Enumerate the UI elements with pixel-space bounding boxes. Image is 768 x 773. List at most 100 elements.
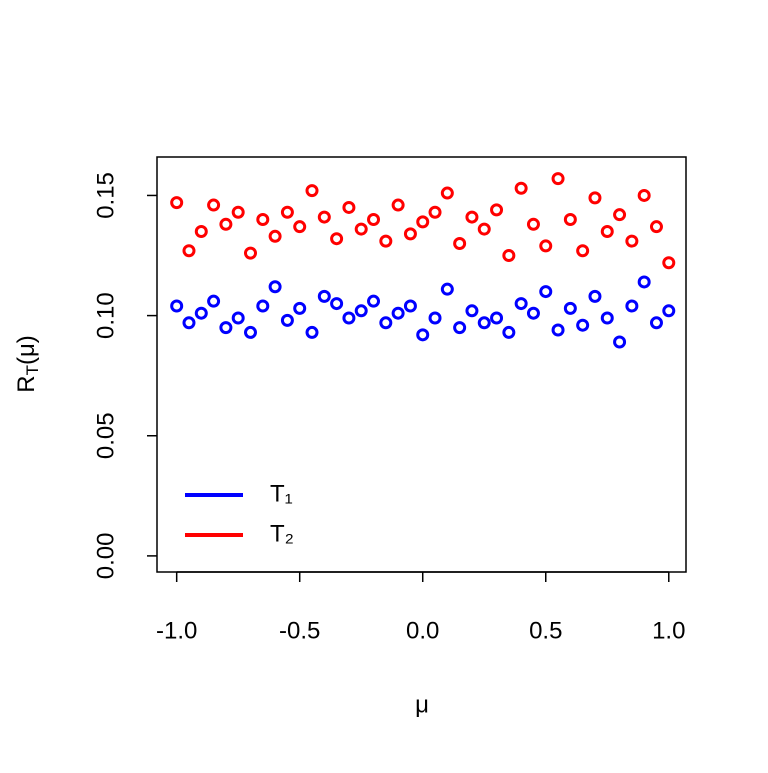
point	[207, 294, 221, 308]
point	[367, 294, 381, 308]
point	[539, 285, 553, 299]
y-tick-label: 0.00	[92, 533, 119, 580]
point	[416, 328, 430, 342]
point	[588, 191, 602, 205]
y-tick-label: 0.10	[92, 292, 119, 339]
legend-label: T₁	[270, 480, 293, 507]
point	[600, 311, 614, 325]
point	[342, 200, 356, 214]
point	[391, 198, 405, 212]
point	[379, 234, 393, 248]
point	[662, 304, 676, 318]
point	[342, 311, 356, 325]
point	[625, 299, 639, 313]
point	[330, 297, 344, 311]
point	[317, 289, 331, 303]
point	[637, 188, 651, 202]
point	[367, 212, 381, 226]
point	[649, 220, 663, 234]
point	[231, 311, 245, 325]
point	[649, 316, 663, 330]
point	[268, 280, 282, 294]
y-label-sub: T	[23, 365, 42, 375]
point	[182, 244, 196, 258]
point	[502, 325, 516, 339]
point	[637, 275, 651, 289]
y-tick-label: 0.15	[92, 172, 119, 219]
point	[170, 299, 184, 313]
point	[268, 229, 282, 243]
point	[551, 172, 565, 186]
point	[170, 196, 184, 210]
point	[317, 210, 331, 224]
point	[563, 301, 577, 315]
point	[440, 186, 454, 200]
y-axis-label: RT(μ)	[13, 335, 42, 393]
point	[465, 210, 479, 224]
point	[243, 325, 257, 339]
point	[416, 215, 430, 229]
point	[514, 297, 528, 311]
plot-frame	[156, 156, 687, 573]
point	[354, 304, 368, 318]
y-tick-label: 0.05	[92, 412, 119, 459]
point	[613, 208, 627, 222]
point	[194, 306, 208, 320]
point	[207, 198, 221, 212]
point	[662, 256, 676, 270]
point	[293, 220, 307, 234]
x-tick-label: 0.0	[406, 617, 439, 644]
point	[182, 316, 196, 330]
point	[256, 299, 270, 313]
point	[280, 205, 294, 219]
point	[600, 224, 614, 238]
point	[539, 239, 553, 253]
point	[625, 234, 639, 248]
point	[243, 246, 257, 260]
point	[613, 335, 627, 349]
x-tick-label: 0.5	[529, 617, 562, 644]
y-label-main: R	[13, 375, 40, 392]
point	[391, 306, 405, 320]
x-tick-label: -0.5	[279, 617, 320, 644]
point	[428, 205, 442, 219]
point	[526, 217, 540, 231]
point	[256, 212, 270, 226]
point	[403, 227, 417, 241]
point	[219, 321, 233, 335]
point	[280, 313, 294, 327]
point	[477, 316, 491, 330]
point	[576, 244, 590, 258]
point	[588, 289, 602, 303]
point	[453, 237, 467, 251]
point	[576, 318, 590, 332]
point	[219, 217, 233, 231]
point	[194, 224, 208, 238]
point	[490, 311, 504, 325]
point	[428, 311, 442, 325]
point	[502, 249, 516, 263]
y-label-rest: (μ)	[13, 335, 40, 365]
x-tick-label: 1.0	[652, 617, 685, 644]
point	[330, 232, 344, 246]
x-axis-label: μ	[415, 691, 429, 718]
legend-label: T₂	[270, 520, 294, 547]
point	[453, 321, 467, 335]
point	[305, 184, 319, 198]
point	[477, 222, 491, 236]
point	[293, 301, 307, 315]
point	[354, 222, 368, 236]
point	[440, 282, 454, 296]
point	[551, 323, 565, 337]
point	[563, 212, 577, 226]
point	[231, 205, 245, 219]
point	[465, 304, 479, 318]
point	[379, 316, 393, 330]
point	[526, 306, 540, 320]
point	[305, 325, 319, 339]
x-tick-label: -1.0	[156, 617, 197, 644]
point	[403, 299, 417, 313]
point	[514, 181, 528, 195]
point	[490, 203, 504, 217]
